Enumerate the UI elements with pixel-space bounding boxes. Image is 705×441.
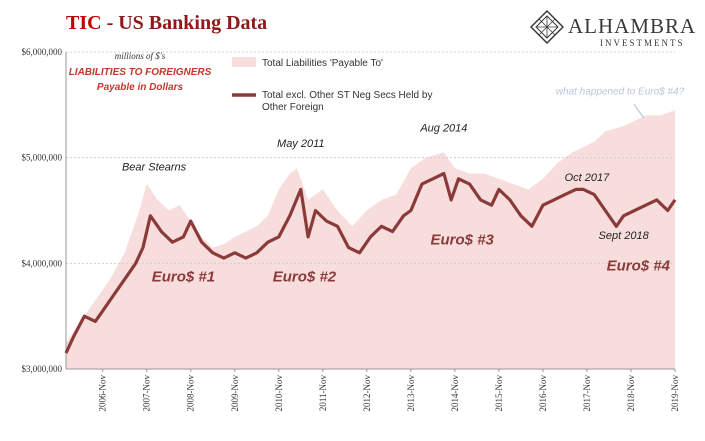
chart-subtitle2: Payable in Dollars <box>97 82 184 93</box>
annotation-label: Bear Stearns <box>122 161 187 173</box>
logo-sub: INVESTMENTS <box>600 38 685 48</box>
series-line-total-excl <box>64 171 677 354</box>
y-tick-label: $3,000,000 <box>22 364 63 374</box>
y-tick-label: $4,000,000 <box>22 258 63 268</box>
annotation-label: Sept 2018 <box>599 230 650 242</box>
logo-name: ALHAMBRA <box>568 14 697 38</box>
title-rest: - US Banking Data <box>101 12 268 34</box>
legend-label-total-excl-line2: Other Foreign <box>262 102 324 113</box>
y-tick-label: $5,000,000 <box>22 153 63 163</box>
y-tick-label: $6,000,000 <box>22 47 63 57</box>
x-tick-label: 2008-Nov <box>186 375 196 412</box>
diamond-lattice-icon <box>530 10 564 44</box>
annotation-label: Euro$ #3 <box>431 231 495 248</box>
units-note: millions of $'s <box>115 51 166 61</box>
page-title: TIC - US Banking Data <box>66 12 267 35</box>
annotation-label: Oct 2017 <box>565 172 611 184</box>
title-prefix: TIC <box>66 12 102 34</box>
x-tick-label: 2018-Nov <box>626 375 636 412</box>
x-tick-label: 2014-Nov <box>450 375 460 412</box>
x-tick-label: 2012-Nov <box>362 375 372 412</box>
annotation-label: Euro$ #2 <box>273 268 337 285</box>
x-tick-label: 2013-Nov <box>406 375 416 412</box>
x-tick-label: 2011-Nov <box>318 375 328 412</box>
annotation-label: what happened to Euro$ #4? <box>556 86 685 97</box>
annotation-label: Aug 2014 <box>419 122 467 134</box>
x-tick-label: 2017-Nov <box>582 375 592 412</box>
x-tick-label: 2007-Nov <box>142 375 152 412</box>
x-tick-label: 2009-Nov <box>230 375 240 412</box>
legend-label-total-excl-line1: Total excl. Other ST Neg Secs Held by <box>262 90 432 101</box>
x-tick-label: 2006-Nov <box>98 375 108 412</box>
x-tick-label: 2019-Nov <box>670 375 680 412</box>
annotation-label: May 2011 <box>277 138 325 150</box>
annotation-label: Euro$ #4 <box>607 258 671 275</box>
legend-swatch-total-liabilities <box>232 57 256 67</box>
legend-label-total-liabilities: Total Liabilities 'Payable To' <box>262 58 383 69</box>
x-tick-label: 2016-Nov <box>538 375 548 412</box>
chart-subtitle: LIABILITIES TO FOREIGNERS <box>69 67 212 78</box>
x-tick-label: 2015-Nov <box>494 375 504 412</box>
annotation-arrow <box>633 103 645 119</box>
annotation-label: Euro$ #1 <box>152 268 215 285</box>
x-tick-label: 2010-Nov <box>274 375 284 412</box>
